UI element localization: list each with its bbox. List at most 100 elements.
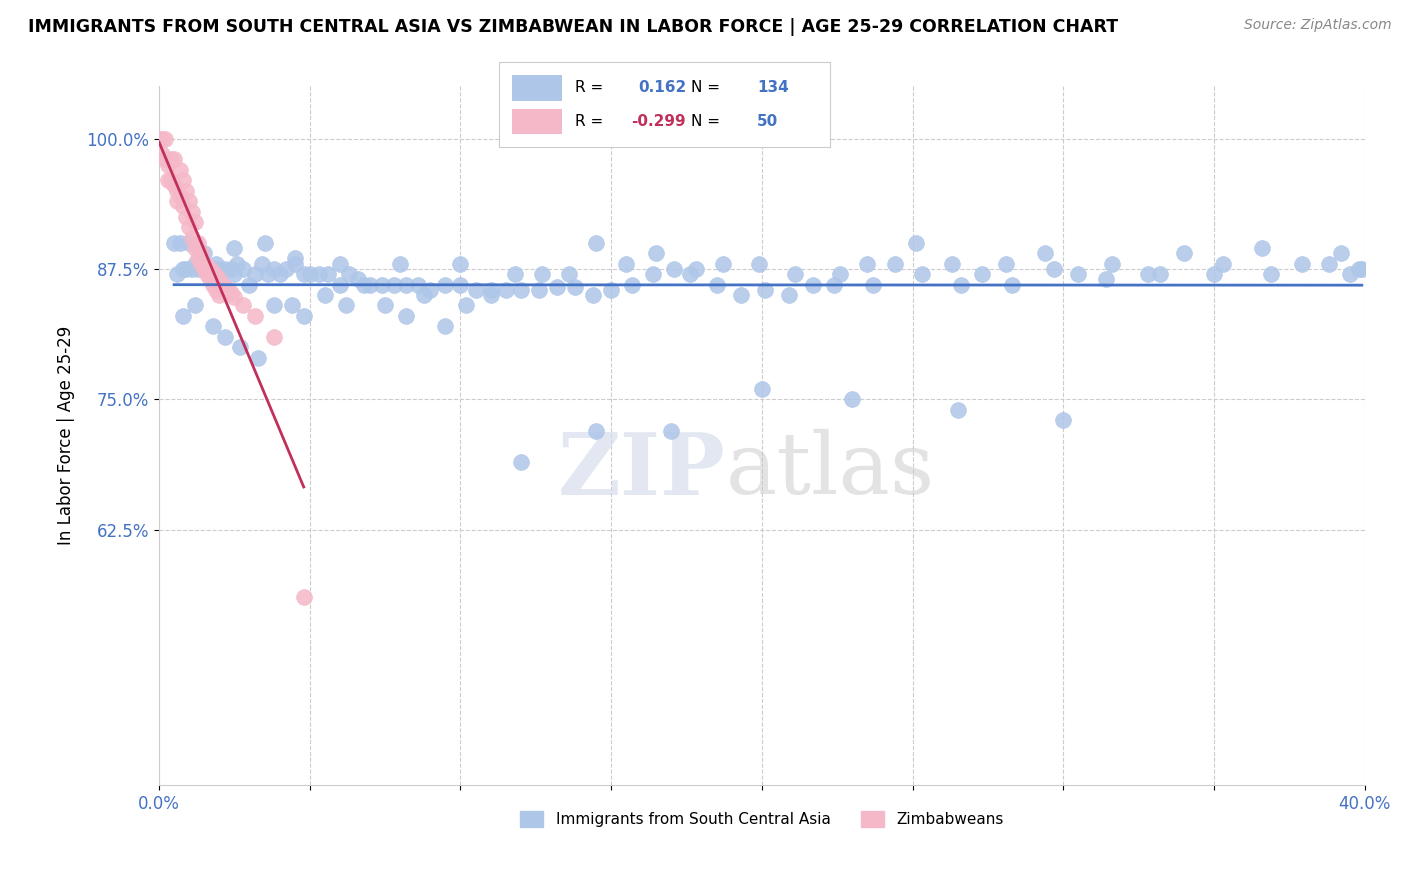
Point	[224, 241, 246, 255]
Point	[661, 424, 683, 438]
Point	[479, 288, 502, 302]
Point	[823, 277, 845, 292]
Point	[1043, 261, 1066, 276]
Point	[284, 257, 307, 271]
Point	[160, 173, 183, 187]
Point	[527, 283, 550, 297]
Point	[181, 230, 204, 244]
Point	[250, 257, 273, 271]
Point	[166, 194, 188, 208]
Text: 134: 134	[756, 80, 789, 95]
Point	[395, 277, 418, 292]
Point	[193, 261, 215, 276]
Text: 0.162: 0.162	[638, 80, 686, 95]
Point	[883, 257, 905, 271]
Point	[382, 277, 405, 292]
Point	[389, 257, 412, 271]
Point	[157, 173, 180, 187]
Point	[200, 261, 222, 276]
Point	[329, 277, 352, 292]
Point	[184, 257, 207, 271]
Point	[685, 261, 707, 276]
Point	[314, 288, 336, 302]
Point	[205, 283, 228, 297]
Point	[150, 131, 173, 145]
Point	[1149, 267, 1171, 281]
Point	[208, 288, 231, 302]
Point	[179, 235, 201, 250]
Point	[479, 283, 502, 297]
Point	[205, 269, 228, 284]
Point	[347, 272, 370, 286]
Point	[449, 277, 471, 292]
Point	[195, 259, 218, 273]
Point	[229, 340, 252, 354]
Point	[153, 153, 176, 167]
Point	[730, 288, 752, 302]
Point	[163, 153, 186, 167]
Point	[202, 319, 225, 334]
FancyBboxPatch shape	[512, 109, 562, 135]
Point	[187, 261, 209, 276]
Point	[208, 272, 231, 286]
Point	[224, 267, 246, 281]
Point	[970, 267, 993, 281]
Point	[187, 235, 209, 250]
Text: N =: N =	[690, 80, 724, 95]
Point	[184, 241, 207, 255]
Point	[211, 277, 233, 292]
Point	[187, 252, 209, 266]
Point	[1212, 257, 1234, 271]
Text: 50: 50	[756, 114, 778, 129]
Point	[359, 277, 381, 292]
Point	[530, 267, 553, 281]
Point	[284, 252, 307, 266]
Point	[434, 277, 457, 292]
Point	[169, 162, 191, 177]
Point	[585, 235, 607, 250]
Point	[1067, 267, 1090, 281]
Point	[172, 261, 194, 276]
Point	[208, 261, 231, 276]
Point	[456, 298, 478, 312]
Point	[292, 309, 315, 323]
Point	[184, 298, 207, 312]
Point	[946, 402, 969, 417]
Text: -0.299: -0.299	[631, 114, 686, 129]
Point	[1136, 267, 1159, 281]
Point	[995, 257, 1018, 271]
Point	[1101, 257, 1123, 271]
Point	[195, 267, 218, 281]
Legend: Immigrants from South Central Asia, Zimbabweans: Immigrants from South Central Asia, Zimb…	[515, 805, 1010, 833]
Point	[308, 267, 330, 281]
Point	[904, 235, 927, 250]
Point	[232, 261, 254, 276]
Point	[464, 283, 486, 297]
Point	[174, 210, 197, 224]
Point	[150, 147, 173, 161]
Point	[1260, 267, 1282, 281]
Point	[190, 257, 212, 271]
Point	[316, 267, 339, 281]
Point	[706, 277, 728, 292]
Point	[214, 329, 236, 343]
Point	[280, 298, 302, 312]
Point	[292, 267, 315, 281]
Point	[413, 288, 436, 302]
Point	[558, 267, 581, 281]
Point	[263, 261, 285, 276]
Point	[546, 279, 568, 293]
Point	[600, 283, 623, 297]
Point	[678, 267, 700, 281]
Point	[200, 261, 222, 276]
Point	[1317, 257, 1340, 271]
Point	[1094, 272, 1116, 286]
Point	[941, 257, 963, 271]
Text: atlas: atlas	[725, 429, 935, 512]
Point	[643, 267, 665, 281]
Point	[1291, 257, 1313, 271]
Point	[181, 261, 204, 276]
Text: R =: R =	[575, 114, 609, 129]
Point	[169, 189, 191, 203]
Text: Source: ZipAtlas.com: Source: ZipAtlas.com	[1244, 18, 1392, 32]
